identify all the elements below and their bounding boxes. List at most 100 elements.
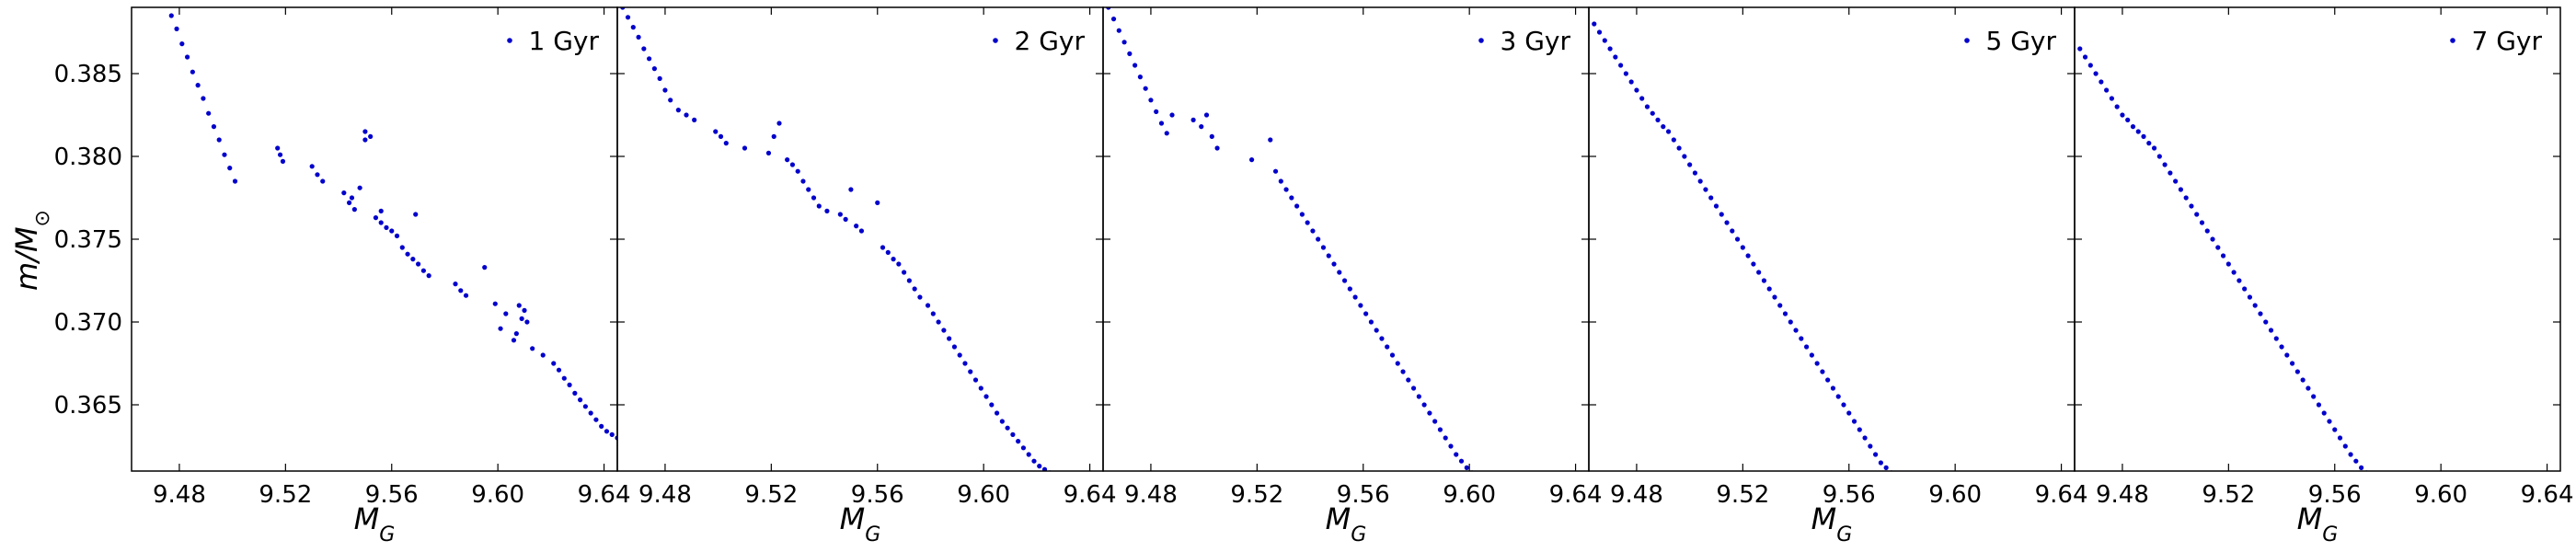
data-point — [275, 145, 281, 151]
y-axis-label-main: m/M — [9, 226, 44, 291]
y-tick-label: 0.365 — [54, 392, 122, 420]
data-point — [2225, 261, 2231, 267]
data-point — [394, 233, 400, 238]
data-point — [811, 195, 817, 201]
data-point — [771, 133, 776, 139]
data-point — [1143, 86, 1148, 91]
data-point — [1041, 466, 1048, 471]
data-point — [1010, 431, 1016, 437]
data-point — [625, 15, 631, 20]
x-axis-label: MG — [1326, 501, 1367, 546]
data-point — [1385, 344, 1390, 350]
x-tick-label: 9.56 — [851, 481, 904, 509]
panel-1-points — [168, 13, 617, 441]
data-point — [1921, 495, 1926, 500]
data-point — [1320, 245, 1327, 250]
data-point — [1154, 109, 1159, 114]
data-point — [824, 208, 830, 213]
data-point — [1507, 493, 1512, 498]
data-point — [516, 303, 522, 308]
data-point — [1799, 336, 1804, 341]
data-point — [1374, 328, 1379, 333]
data-point — [2173, 178, 2179, 184]
data-point — [1406, 377, 1411, 383]
data-point — [785, 157, 790, 163]
data-point — [951, 344, 958, 350]
data-point — [1164, 131, 1169, 136]
data-point — [524, 319, 530, 325]
data-point — [713, 129, 719, 134]
data-point — [962, 361, 968, 366]
data-point — [657, 75, 662, 81]
data-point — [2252, 303, 2258, 308]
data-point — [1756, 270, 1762, 275]
data-point — [1596, 29, 1603, 35]
data-point — [1766, 286, 1772, 292]
data-point — [795, 168, 800, 174]
panel-4: 9.48 9.52 9.56 9.60 9.64 5 Gyr MG — [1588, 6, 2088, 546]
data-point — [1148, 98, 1154, 103]
legend-label: 5 Gyr — [1986, 26, 2057, 56]
y-axis-label-subscript: ⊙ — [31, 210, 54, 226]
legend: 2 Gyr — [993, 26, 1085, 56]
data-point — [1299, 212, 1305, 217]
x-tick-label: 9.60 — [471, 481, 524, 509]
data-point — [1133, 63, 1138, 68]
data-point — [1421, 402, 1427, 408]
data-point — [957, 352, 962, 358]
x-tick-label: 9.52 — [1230, 481, 1283, 509]
data-point — [277, 152, 283, 157]
data-point — [1031, 458, 1037, 464]
data-point — [891, 257, 896, 262]
x-tick-label: 9.64 — [1064, 481, 1117, 509]
data-point — [1310, 228, 1316, 234]
data-point — [405, 251, 410, 257]
y-tick-label: 0.380 — [54, 144, 122, 171]
data-point — [206, 110, 212, 116]
data-point — [453, 282, 458, 287]
x-tick-label: 9.52 — [259, 481, 312, 509]
data-point — [2273, 336, 2279, 341]
data-point — [1416, 394, 1421, 399]
data-point — [2087, 63, 2093, 68]
data-point — [1064, 476, 1068, 480]
data-point — [1730, 228, 1735, 234]
data-point — [1379, 336, 1385, 341]
data-point — [2215, 245, 2221, 250]
data-point — [1623, 71, 1628, 76]
data-point — [1190, 117, 1196, 122]
data-point — [1835, 394, 1841, 399]
data-point — [765, 150, 772, 155]
panel-2: 9.48 9.52 9.56 9.60 9.64 2 Gyr MG — [616, 6, 1117, 546]
data-point — [1873, 452, 1879, 457]
data-point — [463, 293, 469, 298]
data-point — [1772, 294, 1777, 300]
data-point — [1058, 474, 1063, 478]
data-point — [1777, 303, 1783, 308]
data-point — [1203, 112, 1210, 118]
legend-label: 1 Gyr — [529, 26, 600, 56]
data-point — [800, 178, 806, 184]
data-point — [1878, 460, 1883, 466]
data-point — [972, 377, 979, 383]
data-point — [567, 382, 572, 387]
data-point — [222, 152, 227, 157]
x-tick-label: 9.48 — [2096, 481, 2149, 509]
legend-marker — [993, 38, 998, 43]
x-tick-label: 9.60 — [2414, 481, 2467, 509]
data-point — [1410, 385, 1417, 391]
data-point — [858, 228, 865, 234]
data-point — [925, 303, 931, 308]
data-point — [2189, 203, 2194, 209]
data-point — [2120, 112, 2125, 118]
data-point — [351, 207, 357, 213]
data-point — [201, 96, 206, 101]
y-tick-label: 0.385 — [54, 61, 122, 88]
data-point — [540, 352, 546, 358]
data-point — [530, 346, 535, 351]
legend: 1 Gyr — [507, 26, 599, 56]
data-point — [378, 208, 384, 213]
panel-2-points — [620, 7, 1068, 480]
data-point — [1900, 480, 1904, 485]
data-point — [2093, 71, 2099, 76]
